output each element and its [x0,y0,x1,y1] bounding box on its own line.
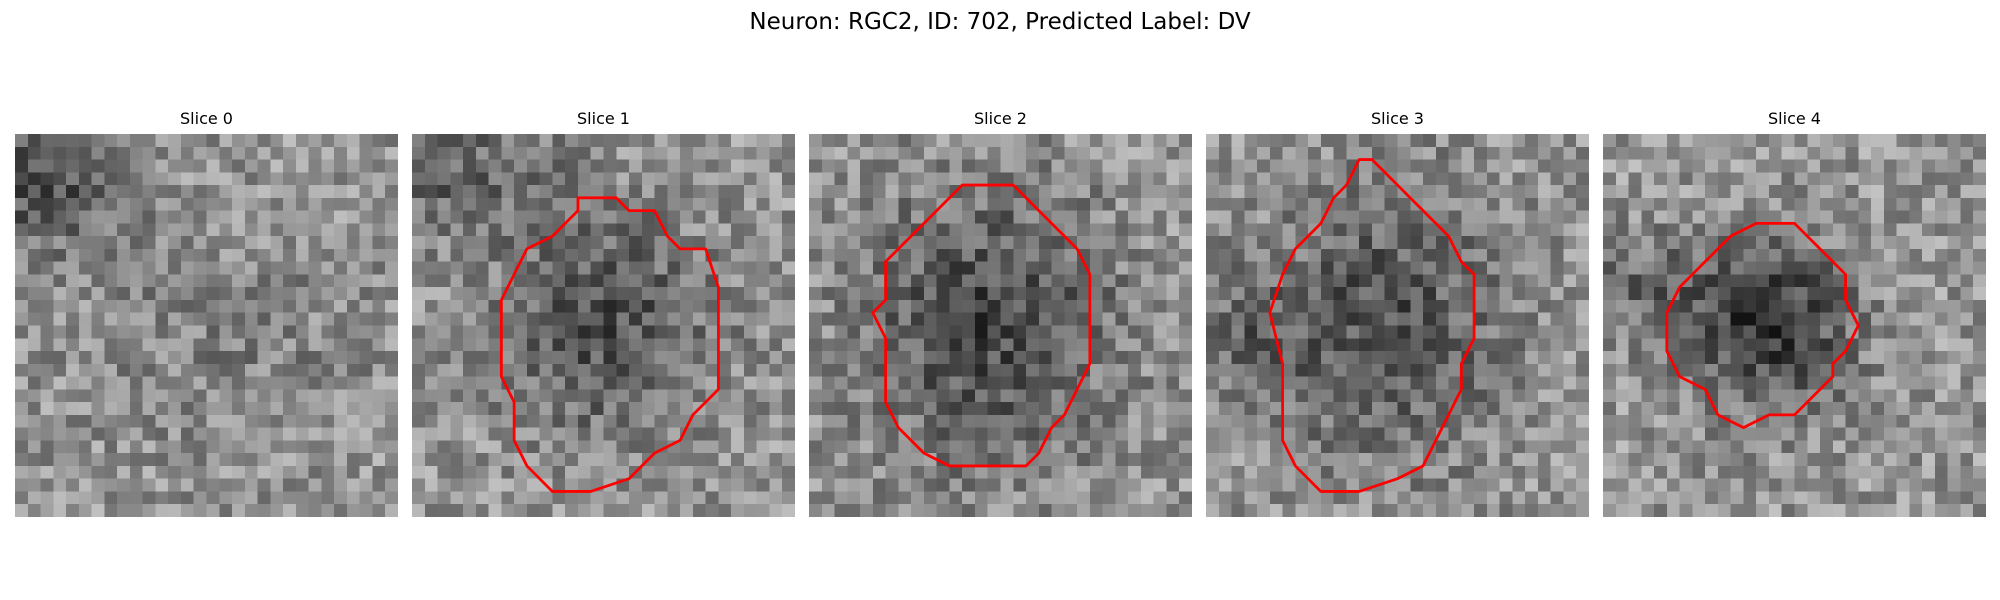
cell-contour [1268,158,1476,493]
slice-2-image [809,134,1192,517]
pixel-grid [15,134,398,517]
panel-slice-2: Slice 2 [809,108,1192,518]
panel-slice-0: Slice 0 [15,108,398,518]
slice-4-image [1603,134,1986,517]
pixel-grid [1206,134,1589,517]
slice-1-image [412,134,795,517]
pixel-grid [809,134,1192,517]
cell-contour [871,183,1092,468]
panel-title-slice-0: Slice 0 [180,109,233,128]
cell-contour [1665,221,1860,430]
panel-title-slice-3: Slice 3 [1371,109,1424,128]
slice-3-image [1206,134,1589,517]
panel-slice-4: Slice 4 [1603,108,1986,518]
figure-title: Neuron: RGC2, ID: 702, Predicted Label: … [749,9,1251,35]
pixel-grid [412,134,795,517]
panel-slice-3: Slice 3 [1206,108,1589,518]
cell-contour [499,196,720,493]
panel-title-slice-2: Slice 2 [974,109,1027,128]
panel-title-slice-1: Slice 1 [577,109,630,128]
panel-slice-1: Slice 1 [412,108,795,518]
slice-0-image [15,134,398,517]
pixel-grid [1603,134,1986,517]
panel-title-slice-4: Slice 4 [1768,109,1821,128]
